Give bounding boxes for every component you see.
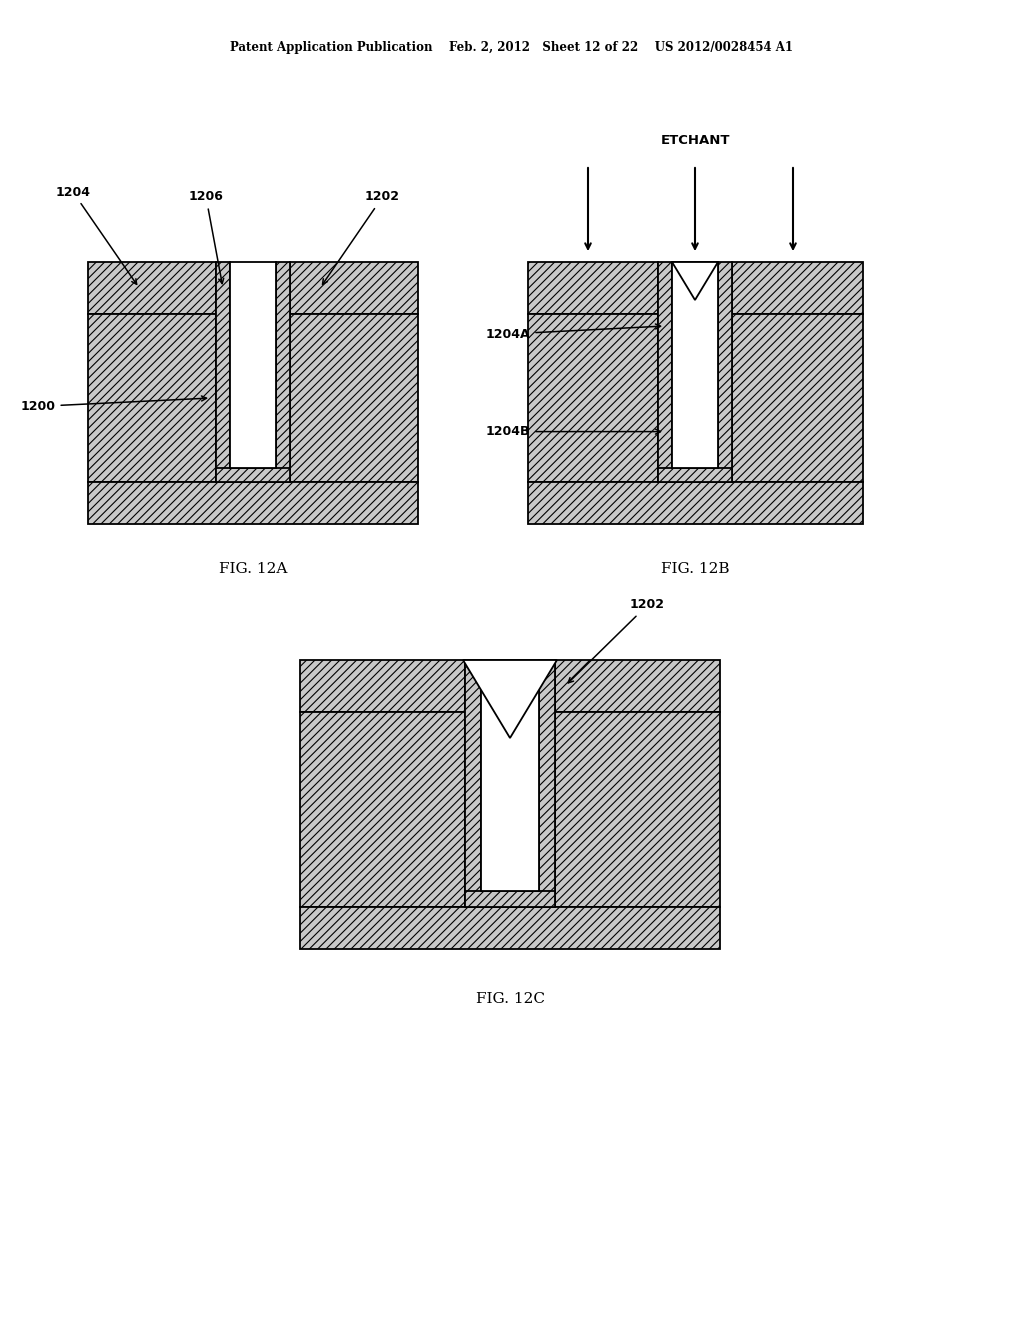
Text: 1204B: 1204B xyxy=(485,425,660,438)
Bar xyxy=(555,660,720,711)
Bar xyxy=(555,711,720,907)
Text: 1202: 1202 xyxy=(568,598,665,682)
Bar xyxy=(300,907,720,949)
Bar xyxy=(672,261,718,469)
Polygon shape xyxy=(672,261,718,300)
Bar xyxy=(539,660,555,907)
Bar xyxy=(465,660,481,907)
Bar xyxy=(88,314,216,482)
Bar xyxy=(732,261,863,314)
Text: Patent Application Publication    Feb. 2, 2012   Sheet 12 of 22    US 2012/00284: Patent Application Publication Feb. 2, 2… xyxy=(230,41,794,54)
Bar xyxy=(216,261,230,482)
Bar xyxy=(528,261,658,314)
Bar xyxy=(300,660,465,711)
Text: FIG. 12B: FIG. 12B xyxy=(662,562,730,576)
Bar xyxy=(290,314,418,482)
Bar xyxy=(528,314,658,482)
Bar xyxy=(300,711,465,907)
Bar xyxy=(230,261,276,469)
Text: 1204: 1204 xyxy=(55,186,136,284)
Text: FIG. 12A: FIG. 12A xyxy=(219,562,287,576)
Text: ETCHANT: ETCHANT xyxy=(660,135,730,147)
Bar xyxy=(528,482,863,524)
Bar xyxy=(732,314,863,482)
Polygon shape xyxy=(463,660,557,738)
Text: 1204A: 1204A xyxy=(485,323,660,341)
Bar xyxy=(88,482,418,524)
Text: 1202: 1202 xyxy=(323,190,400,284)
Bar xyxy=(88,261,216,314)
Bar xyxy=(290,261,418,314)
Text: 1206: 1206 xyxy=(188,190,223,284)
Bar xyxy=(276,261,290,482)
Bar xyxy=(465,891,555,907)
Text: FIG. 12C: FIG. 12C xyxy=(475,993,545,1006)
Bar xyxy=(658,469,732,482)
Bar xyxy=(216,469,290,482)
Bar xyxy=(718,261,732,482)
Bar xyxy=(658,261,672,482)
Text: 1200: 1200 xyxy=(20,396,207,413)
Bar xyxy=(481,660,539,891)
